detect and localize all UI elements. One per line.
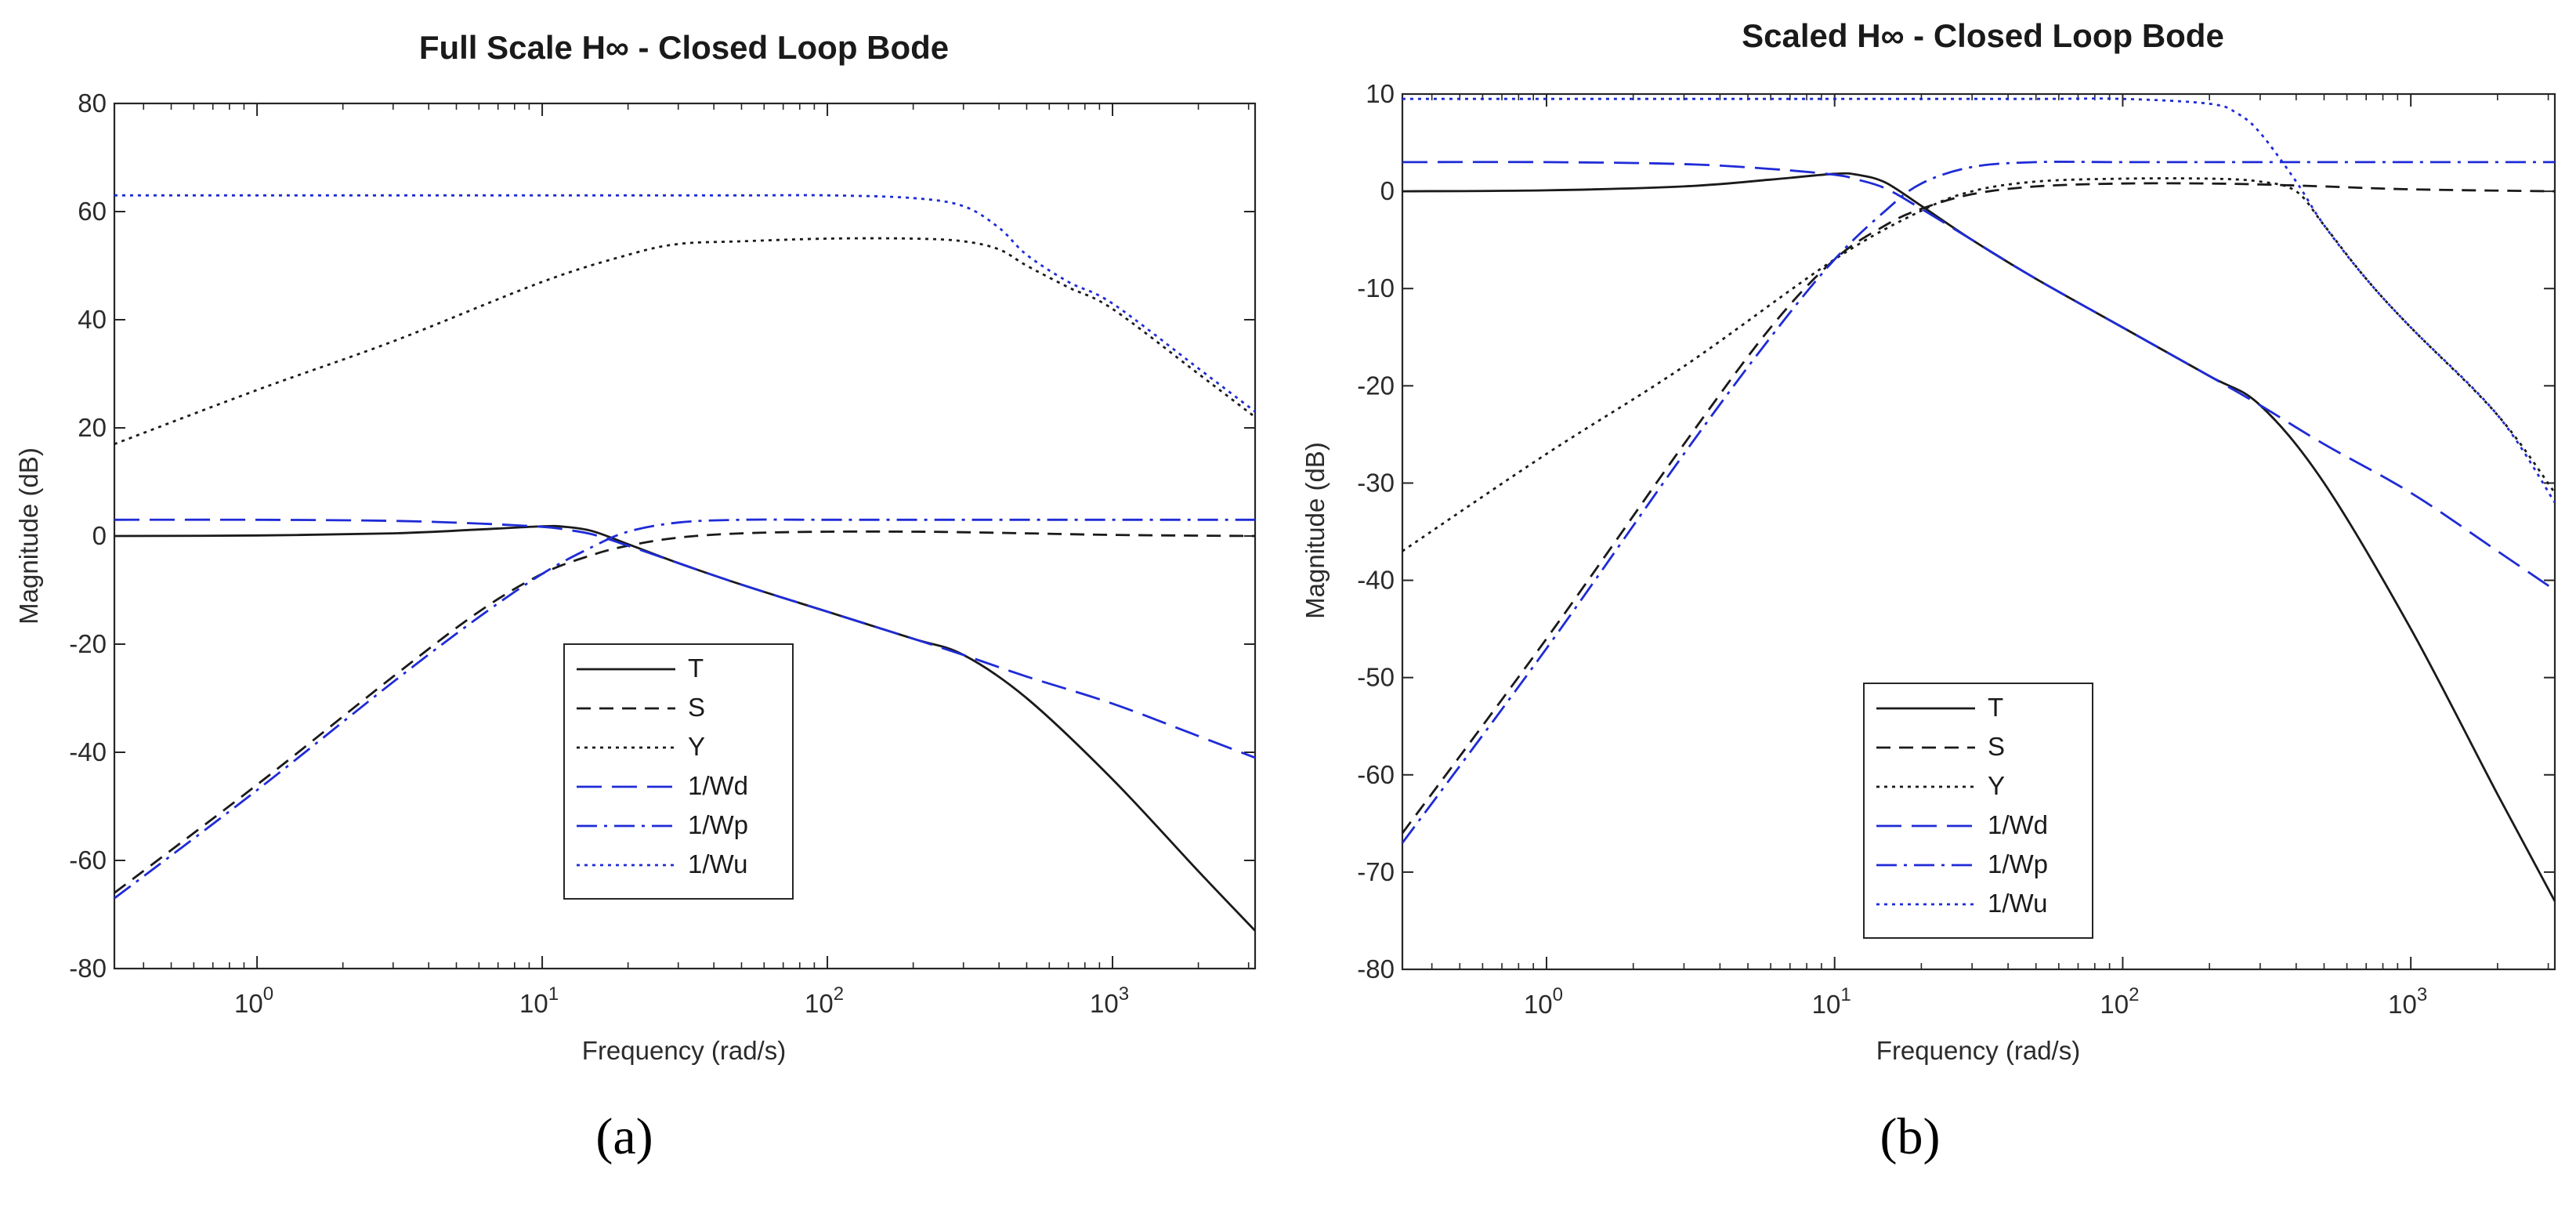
x-tick-label: 101 (519, 983, 559, 1018)
legend: TSY 1/Wd 1/Wp 1/Wu (1863, 683, 2093, 939)
y-tick-label: -10 (1357, 273, 1395, 302)
y-tick-label: -80 (69, 954, 107, 983)
x-tick-exp: 1 (1840, 984, 1851, 1005)
series-layer (1402, 97, 2555, 902)
x-tick-base: 10 (2100, 990, 2129, 1019)
legend-label: 1/Wd (1988, 810, 2048, 839)
chart-title: Scaled H∞ - Closed Loop Bode (1742, 17, 2224, 54)
y-tick-label: -20 (1357, 371, 1395, 400)
legend-label: 1/Wp (1988, 849, 2048, 878)
panel-caption: (a) (595, 1108, 653, 1165)
y-tick-label: 80 (78, 89, 107, 118)
x-tick-exp: 1 (548, 983, 559, 1005)
legend-label: T (1988, 693, 2003, 722)
x-axis-label: Frequency (rad/s) (1876, 1036, 2080, 1065)
y-tick-label: -50 (1357, 663, 1395, 692)
legend: TSY 1/Wd 1/Wp 1/Wu (563, 643, 794, 900)
series-line-s (1402, 182, 2555, 835)
series-line-y (1402, 177, 2555, 552)
y-tick-label: 60 (78, 197, 107, 226)
x-tick-label: 102 (2100, 984, 2139, 1019)
legend-label: 1/Wu (1988, 889, 2047, 918)
y-tick-label: -60 (69, 846, 107, 875)
x-tick-label: 102 (805, 983, 844, 1018)
series-line-1-wp (114, 518, 1255, 900)
legend-label: Y (1988, 771, 2005, 800)
x-tick-label: 100 (1524, 984, 1563, 1019)
x-axis: 100 101 102 103 (1431, 94, 2549, 1019)
x-tick-label: 101 (1812, 984, 1851, 1019)
x-axis: 100 101 102 103 (143, 103, 1250, 1018)
y-tick-label: 0 (92, 521, 107, 550)
series-line-1-wp (1402, 161, 2555, 844)
y-tick-label: 20 (78, 413, 107, 442)
y-tick-label: 0 (1380, 176, 1395, 205)
series-line-1-wd (1402, 161, 2555, 592)
x-tick-exp: 2 (2129, 984, 2139, 1005)
x-tick-exp: 3 (2417, 984, 2427, 1005)
series-line-s (114, 530, 1255, 894)
y-axis: 10 0 -10 -20 -30 -40 -50 -60 -70 -80 (1357, 79, 2555, 983)
chart-panel-a: Full Scale H∞ - Closed Loop Bode 80 60 40 2… (14, 29, 1257, 1165)
legend-label: T (688, 654, 704, 683)
y-axis-label: Magnitude (dB) (14, 447, 43, 625)
x-axis-label: Frequency (rad/s) (582, 1036, 786, 1065)
legend-label: 1/Wp (688, 810, 748, 839)
x-tick-exp: 2 (834, 983, 844, 1005)
legend-label: 1/Wu (688, 849, 747, 878)
legend-label: S (688, 693, 705, 722)
x-tick-base: 10 (805, 989, 834, 1018)
x-tick-base: 10 (519, 989, 548, 1018)
y-tick-label: -70 (1357, 857, 1395, 886)
x-tick-base: 10 (2388, 990, 2417, 1019)
x-tick-label: 100 (234, 983, 273, 1018)
series-line-1-wd (114, 518, 1255, 759)
x-tick-base: 10 (1524, 990, 1553, 1019)
x-tick-base: 10 (1812, 990, 1841, 1019)
series-layer (114, 194, 1255, 932)
y-tick-label: -60 (1357, 760, 1395, 789)
panel-caption: (b) (1880, 1108, 1941, 1165)
y-tick-label: 40 (78, 305, 107, 334)
y-tick-label: -30 (1357, 468, 1395, 497)
y-tick-label: -80 (1357, 954, 1395, 983)
x-tick-label: 103 (2388, 984, 2427, 1019)
y-axis-label: Magnitude (dB) (1301, 442, 1330, 619)
legend-label: S (1988, 732, 2005, 761)
y-tick-label: 10 (1366, 79, 1395, 108)
legend-box (563, 643, 794, 900)
x-tick-exp: 3 (1119, 983, 1129, 1005)
legend-label: Y (688, 732, 705, 761)
y-tick-label: -40 (1357, 566, 1395, 595)
legend-label: 1/Wd (688, 771, 748, 800)
x-tick-label: 103 (1090, 983, 1129, 1018)
y-tick-label: -40 (69, 737, 107, 766)
y-tick-label: -20 (69, 629, 107, 658)
x-tick-exp: 0 (263, 983, 273, 1005)
chart-panel-b: Scaled H∞ - Closed Loop Bode 100-10-20-3… (1301, 17, 2556, 1165)
series-line-y (114, 237, 1255, 446)
chart-title: Full Scale H∞ - Closed Loop Bode (419, 29, 949, 66)
x-tick-exp: 0 (1553, 984, 1563, 1005)
y-axis: 80 60 40 20 0 -20 -40 -60 -80 (69, 89, 1255, 983)
series-line-1-wu (114, 194, 1255, 413)
x-tick-base: 10 (1090, 989, 1119, 1018)
legend-box (1863, 683, 2093, 939)
x-tick-base: 10 (234, 989, 263, 1018)
series-line-1-wu (1402, 97, 2555, 504)
